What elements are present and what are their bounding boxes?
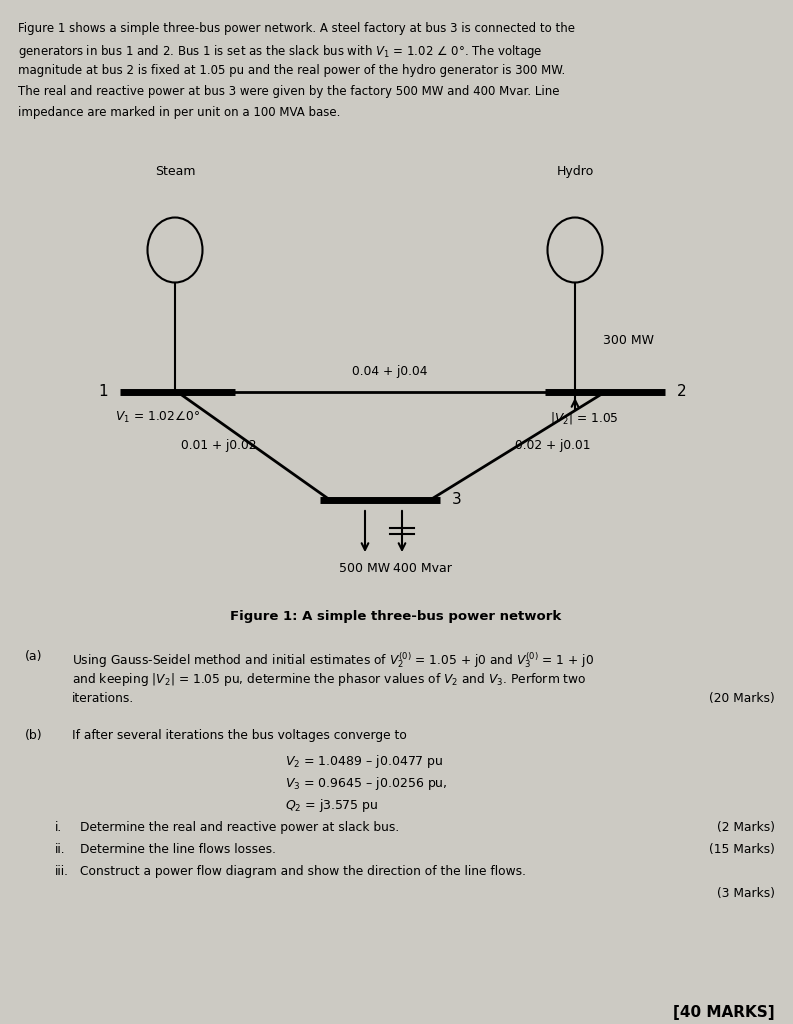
Text: $|V_2|$ = 1.05: $|V_2|$ = 1.05 bbox=[550, 410, 619, 426]
Text: $V_1$ = 1.02∠0°: $V_1$ = 1.02∠0° bbox=[115, 410, 200, 425]
Text: Steam: Steam bbox=[155, 165, 195, 178]
Text: and keeping $|V_2|$ = 1.05 pu, determine the phasor values of $V_2$ and $V_3$. P: and keeping $|V_2|$ = 1.05 pu, determine… bbox=[72, 671, 587, 688]
Text: (20 Marks): (20 Marks) bbox=[709, 692, 775, 705]
Text: Figure 1 shows a simple three-bus power network. A steel factory at bus 3 is con: Figure 1 shows a simple three-bus power … bbox=[18, 22, 575, 35]
Text: iii.: iii. bbox=[55, 865, 69, 878]
Text: 0.01 + j0.02: 0.01 + j0.02 bbox=[181, 439, 256, 453]
Text: 300 MW: 300 MW bbox=[603, 334, 654, 346]
Text: generators in bus 1 and 2. Bus 1 is set as the slack bus with $V_1$ = 1.02 ∠ 0°.: generators in bus 1 and 2. Bus 1 is set … bbox=[18, 43, 542, 60]
Text: impedance are marked in per unit on a 100 MVA base.: impedance are marked in per unit on a 10… bbox=[18, 106, 340, 119]
Text: (2 Marks): (2 Marks) bbox=[717, 821, 775, 834]
Text: Determine the line flows losses.: Determine the line flows losses. bbox=[80, 843, 276, 856]
Text: Determine the real and reactive power at slack bus.: Determine the real and reactive power at… bbox=[80, 821, 399, 834]
Text: (15 Marks): (15 Marks) bbox=[709, 843, 775, 856]
Text: 400 Mvar: 400 Mvar bbox=[393, 562, 451, 575]
Text: 500 MW: 500 MW bbox=[339, 562, 391, 575]
Text: iterations.: iterations. bbox=[72, 692, 134, 705]
Text: Construct a power flow diagram and show the direction of the line flows.: Construct a power flow diagram and show … bbox=[80, 865, 526, 878]
Text: (a): (a) bbox=[25, 650, 43, 663]
Text: 0.02 + j0.01: 0.02 + j0.01 bbox=[515, 439, 590, 453]
Text: 0.04 + j0.04: 0.04 + j0.04 bbox=[352, 365, 427, 378]
Text: (3 Marks): (3 Marks) bbox=[717, 887, 775, 900]
Text: 3: 3 bbox=[452, 493, 462, 508]
Text: 2: 2 bbox=[677, 384, 687, 399]
Text: $V_2$ = 1.0489 – j0.0477 pu: $V_2$ = 1.0489 – j0.0477 pu bbox=[285, 753, 443, 770]
Text: Figure 1: A simple three-bus power network: Figure 1: A simple three-bus power netwo… bbox=[231, 610, 561, 623]
Text: $Q_2$ = j3.575 pu: $Q_2$ = j3.575 pu bbox=[285, 797, 378, 814]
Text: [40 MARKS]: [40 MARKS] bbox=[673, 1005, 775, 1020]
Text: (b): (b) bbox=[25, 729, 43, 742]
Text: $V_3$ = 0.9645 – j0.0256 pu,: $V_3$ = 0.9645 – j0.0256 pu, bbox=[285, 775, 447, 792]
Text: Using Gauss-Seidel method and initial estimates of $V_2^{(0)}$ = 1.05 + j0 and $: Using Gauss-Seidel method and initial es… bbox=[72, 650, 594, 670]
Text: ii.: ii. bbox=[55, 843, 66, 856]
Text: magnitude at bus 2 is fixed at 1.05 pu and the real power of the hydro generator: magnitude at bus 2 is fixed at 1.05 pu a… bbox=[18, 63, 565, 77]
Text: If after several iterations the bus voltages converge to: If after several iterations the bus volt… bbox=[72, 729, 407, 742]
Text: i.: i. bbox=[55, 821, 62, 834]
Text: 1: 1 bbox=[98, 384, 108, 399]
Text: The real and reactive power at bus 3 were given by the factory 500 MW and 400 Mv: The real and reactive power at bus 3 wer… bbox=[18, 85, 560, 98]
Text: Hydro: Hydro bbox=[557, 165, 594, 178]
